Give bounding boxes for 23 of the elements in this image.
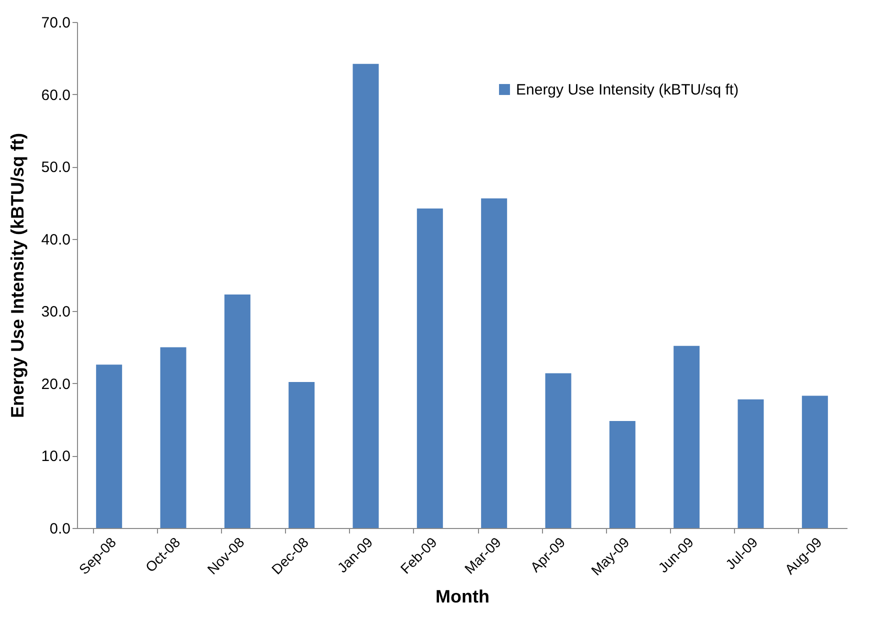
bar — [674, 346, 700, 528]
bar — [738, 399, 764, 528]
y-tick-label: 20.0 — [41, 376, 70, 393]
bar — [224, 294, 250, 528]
bar — [802, 396, 828, 528]
y-tick-label: 10.0 — [41, 448, 70, 466]
y-tick-label: 0.0 — [50, 520, 70, 538]
x-axis-title: Month — [436, 586, 490, 606]
y-tick-label: 40.0 — [41, 231, 70, 248]
bar — [481, 198, 508, 528]
bar — [545, 373, 572, 528]
bar — [288, 382, 315, 528]
bar — [96, 364, 122, 528]
y-tick-label: 50.0 — [41, 159, 70, 176]
legend-label: Energy Use Intensity (kBTU/sq ft) — [516, 82, 739, 98]
y-axis-title: Energy Use Intensity (kBTU/sq ft) — [7, 132, 28, 418]
bar — [352, 64, 379, 528]
y-tick-label: 70.0 — [41, 14, 70, 32]
bar — [609, 421, 636, 528]
bar — [416, 208, 443, 528]
bar — [160, 347, 186, 528]
y-tick-label: 60.0 — [41, 86, 70, 104]
y-tick-label: 30.0 — [41, 304, 70, 321]
